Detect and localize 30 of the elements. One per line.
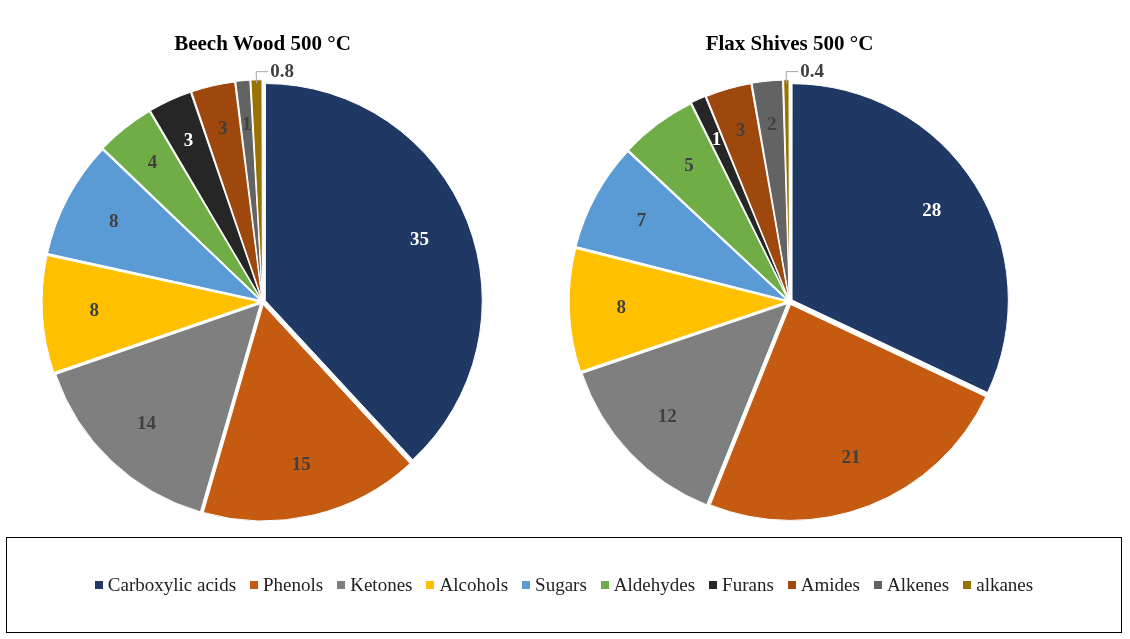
data-label: 21 [841,446,861,468]
data-label: 8 [109,210,119,232]
data-label: 14 [136,411,157,433]
data-label: 3 [735,119,746,141]
data-label: 1 [711,128,722,150]
legend-label: Amides [800,574,860,596]
legend-label: Aldehydes [613,574,696,596]
chart-title: Flax Shives 500 °C [705,31,874,56]
data-label: 15 [291,453,311,475]
legend-label: Alkenes [886,574,950,596]
data-label: 5 [684,154,694,176]
legend-label: Phenols [263,574,324,596]
legend-label: Carboxylic acids [107,574,237,596]
legend-label: Ketones [350,574,413,596]
data-label: 3 [183,128,194,150]
data-label: 7 [636,208,647,230]
data-label: 8 [616,296,626,318]
legend-label: Alcohols [439,574,509,596]
chart-title: Beech Wood 500 °C [174,31,351,56]
legend-label: alkanes [976,574,1034,596]
data-label: 8 [89,299,100,321]
data-label: 4 [147,150,158,172]
data-label: 0.8 [270,59,295,81]
legend-label: Furans [722,574,774,596]
data-label: 3 [218,116,228,138]
data-label: 0.4 [800,59,825,81]
data-label: 35 [409,228,429,250]
data-label: 12 [657,405,677,427]
legend-label: Sugars [535,574,587,596]
data-label: 28 [922,199,942,221]
